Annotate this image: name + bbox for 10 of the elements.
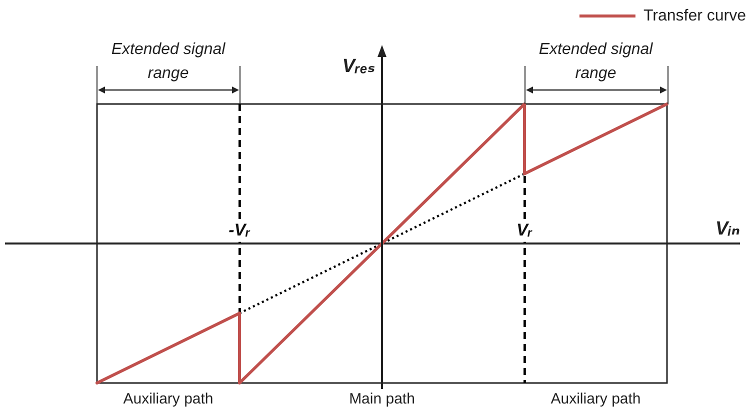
x-tick-label: Vᵣ xyxy=(516,220,533,240)
text: Main path xyxy=(349,390,415,408)
text: Auxiliary path xyxy=(123,390,214,408)
x-tick-label: -Vᵣ xyxy=(228,220,251,240)
text: Auxiliary path xyxy=(550,390,641,408)
text: Extended signal range xyxy=(111,41,226,82)
text: Extended signal range xyxy=(538,41,654,82)
x-axis-title: Vᵢₙ xyxy=(715,218,740,240)
legend-label: Transfer curve xyxy=(643,7,746,24)
y-axis-title: Vᵣₑₛ xyxy=(342,56,375,77)
